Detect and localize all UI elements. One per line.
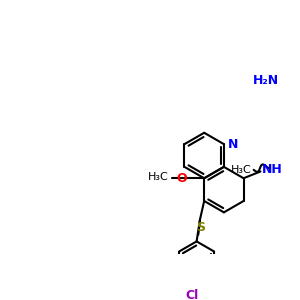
Text: H₃C: H₃C <box>231 165 252 175</box>
Text: N: N <box>228 138 238 151</box>
Text: S: S <box>196 221 205 234</box>
Text: H₃C: H₃C <box>148 172 169 182</box>
Text: Cl: Cl <box>186 289 199 300</box>
Text: NH: NH <box>262 163 283 176</box>
Text: H₂N: H₂N <box>253 74 279 87</box>
Text: O: O <box>176 172 187 185</box>
